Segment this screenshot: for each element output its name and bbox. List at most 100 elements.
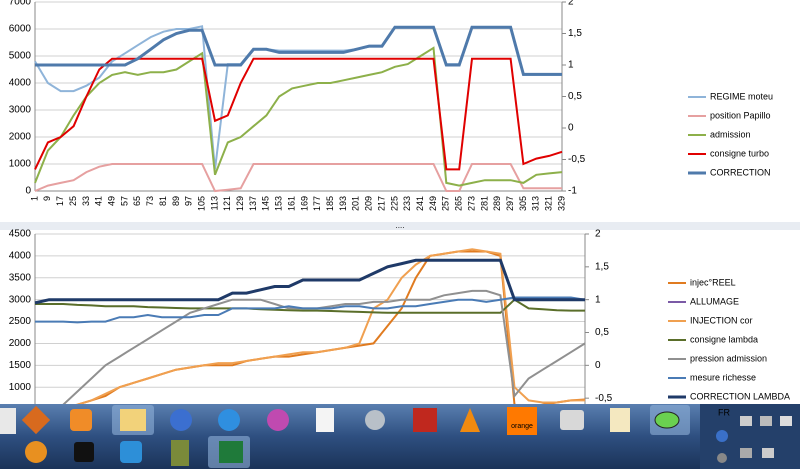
tray <box>700 404 800 469</box>
top-pane <box>0 0 800 222</box>
x-tick-label: 105 <box>196 196 206 211</box>
app-icon[interactable] <box>654 411 680 429</box>
x-tick-label: 217 <box>376 196 386 211</box>
x-tick-label: 153 <box>274 196 284 211</box>
legend-label: injec°REEL <box>690 277 736 287</box>
x-tick-label: 241 <box>415 196 425 211</box>
app-icon[interactable] <box>267 409 289 431</box>
x-tick-label: 289 <box>492 196 502 211</box>
language[interactable]: FR <box>718 407 730 417</box>
legend-label: mesure richesse <box>690 372 756 382</box>
x-tick-label: 249 <box>428 196 438 211</box>
x-tick-label: 121 <box>222 196 232 211</box>
y2-tick-label: 0,5 <box>568 91 582 102</box>
tray-icon[interactable] <box>740 448 752 458</box>
series-line <box>34 258 585 305</box>
x-tick-label: 321 <box>544 196 554 211</box>
y-tick-label: 4000 <box>9 78 32 89</box>
tray-icon[interactable] <box>760 416 772 426</box>
legend-label: consigne lambda <box>690 334 758 344</box>
x-tick-label: 313 <box>531 196 541 211</box>
y2-tick-label: 2 <box>568 0 574 8</box>
x-tick-label: 297 <box>505 196 515 211</box>
app-icon[interactable] <box>218 409 240 431</box>
app-icon[interactable] <box>74 442 94 462</box>
x-tick-label: 57 <box>119 196 129 206</box>
legend-label: INJECTION cor <box>690 315 753 325</box>
tray-icon[interactable] <box>780 416 792 426</box>
y-tick-label: 4000 <box>9 251 32 262</box>
y-tick-label: 6000 <box>9 24 32 35</box>
app-icon[interactable] <box>70 409 92 431</box>
x-tick-label: 89 <box>171 196 181 206</box>
x-tick-label: 185 <box>325 196 335 211</box>
legend-label: pression admission <box>690 353 767 363</box>
app-icon[interactable] <box>170 409 192 431</box>
tray-icon[interactable] <box>717 453 727 463</box>
app-icon[interactable] <box>507 407 537 435</box>
x-tick-label: 41 <box>94 196 104 206</box>
series-line <box>34 57 563 171</box>
series-line <box>35 25 562 76</box>
series-line <box>34 46 563 187</box>
charts: 0 1000 2000 3000 4000 5000 6000 7000 -1 -0,5 0 0,5 1… <box>9 0 790 432</box>
app-icon[interactable] <box>413 408 437 432</box>
series-line <box>34 163 562 193</box>
y2-tick-label: 1,5 <box>568 28 582 39</box>
x-tick-label: 1 <box>29 196 39 201</box>
y-tick-label: 2500 <box>9 316 32 327</box>
app-icon[interactable] <box>219 441 243 463</box>
tray-icon[interactable] <box>762 448 774 458</box>
x-tick-label: 233 <box>402 196 412 211</box>
x-tick-label: 177 <box>312 196 322 211</box>
y-tick-label: 3000 <box>9 105 32 116</box>
y-tick-label: 0 <box>25 186 31 197</box>
y2-tick-label: 1 <box>568 60 574 71</box>
x-tick-label: 9 <box>42 196 52 201</box>
icon-label: orange <box>511 423 533 430</box>
app-icon[interactable] <box>171 440 189 466</box>
x-tick-label: 129 <box>235 196 245 211</box>
app-icon[interactable] <box>120 409 146 431</box>
y-tick-label: 1500 <box>9 360 32 371</box>
series-line <box>34 248 585 419</box>
x-tick-label: 17 <box>55 196 65 206</box>
y2-tick-label: 2 <box>595 229 601 240</box>
splitter[interactable] <box>0 222 800 230</box>
x-tick-label: 169 <box>299 196 309 211</box>
app-icon[interactable] <box>560 410 584 430</box>
app-icon[interactable] <box>120 441 142 463</box>
app-icon[interactable] <box>610 408 630 432</box>
legend-label: CORRECTION LAMBDA <box>690 391 790 401</box>
series-line <box>35 298 585 314</box>
y-tick-label: 4500 <box>9 229 32 240</box>
y-tick-label: 3000 <box>9 294 32 305</box>
legend-label: REGIME moteu <box>710 91 773 101</box>
x-tick-label: 305 <box>518 196 528 211</box>
app-icon[interactable] <box>25 441 47 463</box>
x-tick-label: 81 <box>158 196 168 206</box>
y2-tick-label: -0,5 <box>595 393 613 404</box>
x-tick-label: 329 <box>556 196 566 211</box>
app-icon[interactable] <box>0 408 16 434</box>
app-icon[interactable] <box>316 408 334 432</box>
x-tick-label: 145 <box>261 196 271 211</box>
y-tick-label: 2000 <box>9 338 32 349</box>
y2-tick-label: 1 <box>595 294 601 305</box>
app-icon[interactable] <box>365 410 385 430</box>
y-tick-label: 3500 <box>9 272 32 283</box>
y2-tick-label: 0,5 <box>595 327 609 338</box>
y2-tick-label: 0 <box>568 123 574 134</box>
legend-label: admission <box>710 129 751 139</box>
x-tick-label: 137 <box>248 196 258 211</box>
x-tick-label: 201 <box>351 196 361 211</box>
tray-icon[interactable] <box>716 430 728 442</box>
legend-label: ALLUMAGE <box>690 296 739 306</box>
x-tick-label: 33 <box>81 196 91 206</box>
x-tick-label: 113 <box>209 196 219 210</box>
app-icon[interactable] <box>460 408 480 432</box>
bottom-pane <box>0 230 800 410</box>
tray-icon[interactable] <box>740 416 752 426</box>
y-tick-label: 1000 <box>9 159 32 170</box>
